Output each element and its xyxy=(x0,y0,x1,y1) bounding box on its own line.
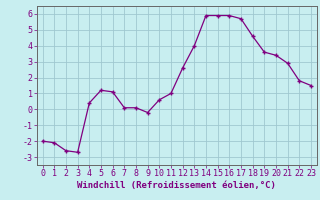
X-axis label: Windchill (Refroidissement éolien,°C): Windchill (Refroidissement éolien,°C) xyxy=(77,181,276,190)
